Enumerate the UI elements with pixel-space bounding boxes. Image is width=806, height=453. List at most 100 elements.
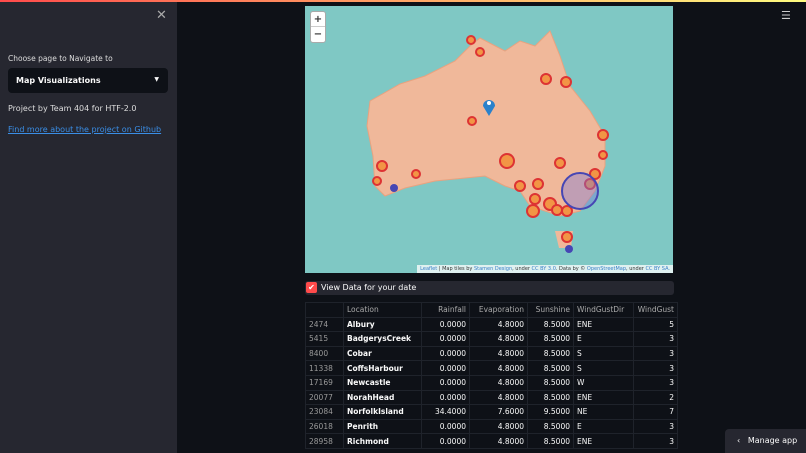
attr-text: , under	[626, 266, 646, 272]
table-cell: BadgerysCreek	[343, 331, 422, 347]
map-pin-icon	[483, 100, 495, 116]
table-cell: 11338	[305, 360, 344, 376]
table-cell: ENE	[573, 433, 634, 449]
table-cell: 5415	[305, 331, 344, 347]
table-cell: 8400	[305, 345, 344, 362]
table-cell: 4.8000	[469, 360, 528, 376]
table-cell: 0.0000	[421, 418, 470, 435]
column-header[interactable]: WindGust	[633, 302, 678, 318]
table-cell: 9.5000	[527, 404, 574, 420]
table-cell: ENE	[573, 389, 634, 406]
stamen-link[interactable]: Stamen Design	[473, 266, 513, 272]
table-cell: Cobar	[343, 345, 422, 362]
table-cell: 28958	[305, 433, 344, 449]
view-data-checkbox[interactable]: ✔ View Data for your date	[305, 281, 674, 295]
table-cell: Newcastle	[343, 374, 422, 391]
zoom-out-button[interactable]: −	[313, 29, 323, 40]
hamburger-menu-icon[interactable]: ☰	[781, 9, 791, 22]
chevron-left-icon: ‹	[737, 436, 748, 445]
attr-text: . Data by ©	[555, 266, 587, 272]
table-row: 17169 Newcastle 0.0000 4.8000 8.5000 W 3	[305, 374, 678, 391]
column-header[interactable]: Location	[343, 302, 422, 318]
table-cell: 8.5000	[527, 374, 574, 391]
sidebar: ✕ Choose page to Navigate to Map Visuali…	[0, 2, 177, 453]
table-cell: 2474	[305, 316, 344, 333]
column-header[interactable]: Sunshine	[527, 302, 574, 318]
table-cell: 8.5000	[527, 389, 574, 406]
table-cell: 3	[633, 345, 678, 362]
table-cell: 8.5000	[527, 331, 574, 347]
table-row: 11338 CoffsHarbour 0.0000 4.8000 8.5000 S 3	[305, 360, 678, 376]
table-cell: 34.4000	[421, 404, 470, 420]
table-row: 8400 Cobar 0.0000 4.8000 8.5000 S 3	[305, 345, 678, 362]
table-row: 28958 Richmond 0.0000 4.8000 8.5000 ENE 3	[305, 433, 678, 449]
column-header[interactable]: Evaporation	[469, 302, 528, 318]
leaflet-link[interactable]: Leaflet	[420, 266, 438, 272]
table-cell: 4.8000	[469, 418, 528, 435]
cc-link[interactable]: CC BY 3.0	[531, 266, 556, 272]
table-cell: 8.5000	[527, 316, 574, 333]
page-select[interactable]: Map Visualizations ▼	[8, 68, 168, 93]
table-cell: 0.0000	[421, 316, 470, 333]
manage-app-button[interactable]: ‹ Manage app	[725, 429, 806, 453]
table-cell: 8.5000	[527, 360, 574, 376]
table-cell: 4.8000	[469, 389, 528, 406]
checkbox-label: View Data for your date	[321, 283, 417, 292]
table-cell: 8.5000	[527, 433, 574, 449]
table-cell: 7	[633, 404, 678, 420]
table-cell: Albury	[343, 316, 422, 333]
map-marker-large	[561, 172, 599, 210]
map-marker	[565, 245, 573, 253]
table-cell: 4.8000	[469, 331, 528, 347]
osm-link[interactable]: OpenStreetMap	[586, 266, 627, 272]
column-header[interactable]: Rainfall	[421, 302, 470, 318]
project-text: Project by Team 404 for HTF-2.0	[8, 104, 137, 113]
map[interactable]: + − Leaflet | Map tiles by Stamen Design,…	[305, 6, 673, 273]
table-row: 20077 NorahHead 0.0000 4.8000 8.5000 ENE 2	[305, 389, 678, 406]
table-cell: 2	[633, 389, 678, 406]
table-cell: W	[573, 374, 634, 391]
map-tiles	[366, 30, 609, 253]
zoom-control: + −	[310, 11, 326, 43]
table-row: 5415 BadgerysCreek 0.0000 4.8000 8.5000 E 3	[305, 331, 678, 347]
table-cell: 0.0000	[421, 345, 470, 362]
top-decoration	[0, 0, 806, 2]
table-cell: 3	[633, 418, 678, 435]
attr-text: | Map tiles by	[437, 266, 474, 272]
table-row: 26018 Penrith 0.0000 4.8000 8.5000 E 3	[305, 418, 678, 435]
table-cell: 4.8000	[469, 345, 528, 362]
table-cell: 3	[633, 360, 678, 376]
table-cell: E	[573, 331, 634, 347]
checkmark-icon: ✔	[306, 282, 317, 293]
close-sidebar-icon[interactable]: ✕	[156, 8, 167, 23]
table-cell: 8.5000	[527, 418, 574, 435]
table-cell: 4.8000	[469, 374, 528, 391]
table-cell: NE	[573, 404, 634, 420]
table-cell: 0.0000	[421, 331, 470, 347]
table-cell: CoffsHarbour	[343, 360, 422, 376]
table-cell: 3	[633, 331, 678, 347]
table-cell: S	[573, 360, 634, 376]
table-cell: 4.8000	[469, 433, 528, 449]
table-cell: E	[573, 418, 634, 435]
table-cell: Richmond	[343, 433, 422, 449]
table-cell: 0.0000	[421, 360, 470, 376]
table-cell: 17169	[305, 374, 344, 391]
table-cell: 8.5000	[527, 345, 574, 362]
github-link[interactable]: Find more about the project on Github	[8, 125, 162, 134]
nav-label: Choose page to Navigate to	[8, 54, 113, 63]
data-table: Location Rainfall Evaporation Sunshine WindG…	[305, 302, 678, 449]
table-row: 23084 NorfolkIsland 34.4000 7.6000 9.5000 NE 7	[305, 404, 678, 420]
table-cell: ENE	[573, 316, 634, 333]
table-cell: 20077	[305, 389, 344, 406]
table-cell: 3	[633, 374, 678, 391]
table-cell: NorfolkIsland	[343, 404, 422, 420]
column-header[interactable]: WindGustDir	[573, 302, 634, 318]
zoom-in-button[interactable]: +	[311, 12, 325, 27]
column-header[interactable]	[305, 302, 344, 318]
table-cell: 4.8000	[469, 316, 528, 333]
table-cell: S	[573, 345, 634, 362]
table-cell: 0.0000	[421, 389, 470, 406]
table-cell: 3	[633, 433, 678, 449]
ccsa-link[interactable]: CC BY SA.	[645, 266, 670, 272]
